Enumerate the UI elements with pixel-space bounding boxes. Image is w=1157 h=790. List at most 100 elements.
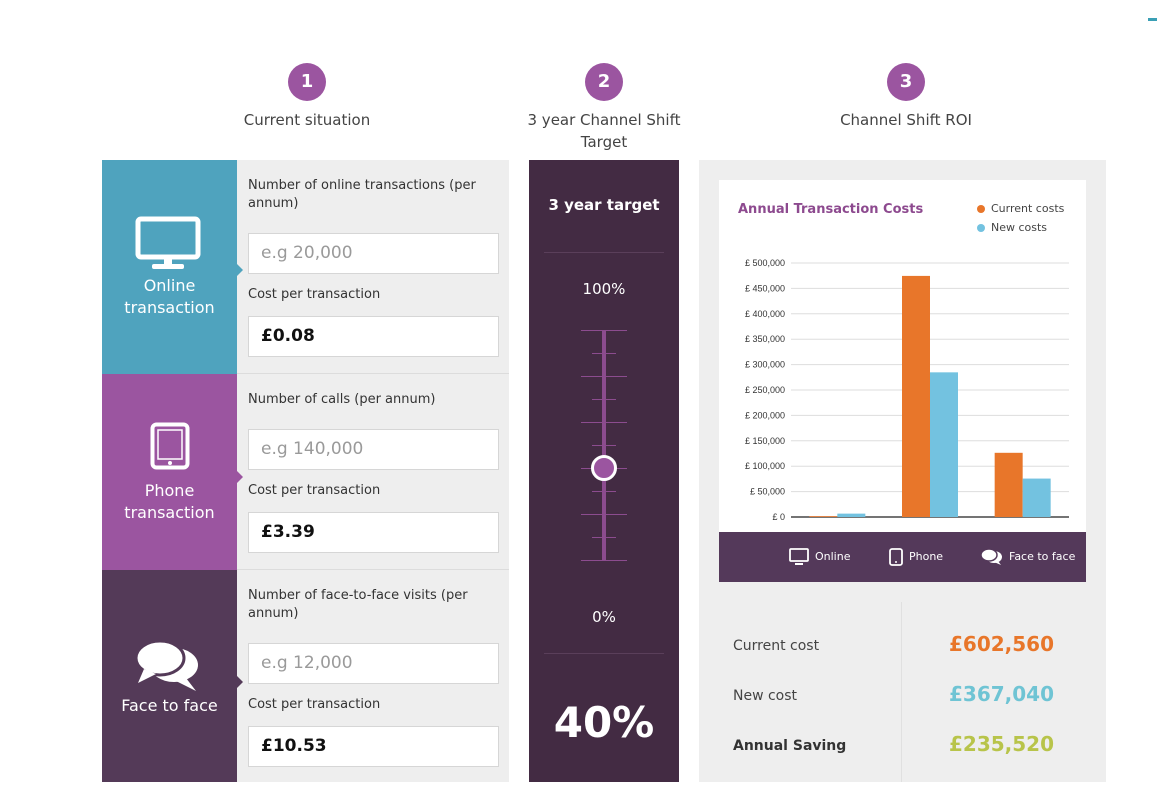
phone-volume-label: Number of calls (per annum) xyxy=(248,392,436,407)
category-face: Face to face xyxy=(980,548,1076,566)
y-tick-label: £ 450,000 xyxy=(745,283,785,293)
step-2-label: 3 year Channel Shift Target xyxy=(527,111,681,151)
target-panel: 3 year target 100% 0% 40% xyxy=(529,160,679,782)
y-tick-label: £ 0 xyxy=(772,512,785,522)
annual-saving-value: £235,520 xyxy=(949,732,1055,756)
target-divider-bottom xyxy=(544,653,664,654)
tablet-icon xyxy=(889,548,903,566)
y-tick-label: £ 200,000 xyxy=(745,410,785,420)
step-3-header: 3 Channel Shift ROI xyxy=(816,63,996,131)
category-phone-label: Phone xyxy=(909,550,944,563)
summary-current-row: Current cost £602,560 xyxy=(699,632,1106,662)
slider-tick xyxy=(581,560,627,561)
annual-saving-label: Annual Saving xyxy=(733,738,847,754)
legend-new-dot xyxy=(977,224,985,232)
online-tile-label-2: transaction xyxy=(124,298,215,317)
summary-divider xyxy=(901,602,902,782)
target-value: 40% xyxy=(553,698,655,747)
phone-row: Phone transaction Number of calls (per a… xyxy=(102,374,509,570)
online-row: Online transaction Number of online tran… xyxy=(102,160,509,374)
speech-bubbles-icon xyxy=(136,639,198,691)
face-pointer xyxy=(237,676,243,688)
category-face-label: Face to face xyxy=(1009,550,1076,563)
face-fields: Number of face-to-face visits (per annum… xyxy=(237,570,509,782)
summary-saving-row: Annual Saving £235,520 xyxy=(699,732,1106,762)
slider-tick xyxy=(592,399,616,400)
face-tile: Face to face xyxy=(102,570,243,782)
online-tile-label-1: Online xyxy=(143,276,196,295)
phone-fields: Number of calls (per annum) e.g 140,000 … xyxy=(237,374,509,570)
slider-tick xyxy=(592,445,616,446)
online-cost-label: Cost per transaction xyxy=(248,287,381,302)
phone-volume-input[interactable]: e.g 140,000 xyxy=(248,429,499,470)
slider-min-label: 0% xyxy=(592,608,616,626)
y-tick-label: £ 150,000 xyxy=(745,436,785,446)
legend-current-dot xyxy=(977,205,985,213)
phone-tile: Phone transaction xyxy=(102,374,243,570)
bar-online-new-costs xyxy=(837,513,866,517)
online-pointer xyxy=(237,264,243,276)
slider-tick xyxy=(581,330,627,331)
y-tick-label: £ 350,000 xyxy=(745,334,785,344)
face-cost-input[interactable]: £10.53 xyxy=(248,726,499,767)
phone-cost-label: Cost per transaction xyxy=(248,483,381,498)
slider-max-label: 100% xyxy=(582,280,626,298)
phone-cost-input[interactable]: £3.39 xyxy=(248,512,499,553)
online-volume-input[interactable]: e.g 20,000 xyxy=(248,233,499,274)
monitor-icon xyxy=(135,216,201,269)
step-1-header: 1 Current situation xyxy=(232,63,382,131)
slider-tick xyxy=(592,491,616,492)
chart-category-bar: Online Phone Face to face xyxy=(719,532,1086,582)
y-tick-label: £ 300,000 xyxy=(745,360,785,370)
step-2-header: 2 3 year Channel Shift Target xyxy=(524,63,684,153)
legend-new: New costs xyxy=(977,221,1064,240)
online-tile: Online transaction xyxy=(102,160,243,374)
slider-handle[interactable] xyxy=(591,455,617,481)
target-divider-top xyxy=(544,252,664,253)
slider-tick xyxy=(581,514,627,515)
roi-summary: Current cost £602,560 New cost £367,040 … xyxy=(699,602,1106,782)
bar-phone-current-costs xyxy=(902,275,930,517)
bar-chart-plot: £ 0 £ 50,000 £ 100,000 £ 150,000 £ 200,000 £ … xyxy=(745,258,1069,522)
corner-mark xyxy=(1148,18,1157,21)
bar-face-to-face-new-costs xyxy=(1022,478,1051,517)
phone-tile-label-2: transaction xyxy=(124,503,215,522)
face-volume-input[interactable]: e.g 12,000 xyxy=(248,643,499,684)
phone-tile-label-1: Phone xyxy=(144,481,195,500)
category-online-label: Online xyxy=(815,550,851,563)
face-volume-label: Number of face-to-face visits (per annum… xyxy=(248,588,468,621)
chart-title: Annual Transaction Costs xyxy=(738,202,924,217)
category-online: Online xyxy=(789,548,850,566)
y-tick-label: £ 400,000 xyxy=(745,309,785,319)
current-cost-label: Current cost xyxy=(733,638,820,654)
chart-legend: Current costs New costs xyxy=(977,202,1064,240)
y-tick-label: £ 50,000 xyxy=(750,487,785,497)
bar-face-to-face-current-costs xyxy=(994,452,1023,517)
target-heading: 3 year target xyxy=(548,196,660,214)
slider-tick xyxy=(581,376,627,377)
step-1-number: 1 xyxy=(288,63,326,101)
step-3-number: 3 xyxy=(887,63,925,101)
legend-new-label: New costs xyxy=(991,221,1048,234)
slider-tick xyxy=(592,353,616,354)
legend-current: Current costs xyxy=(977,202,1064,221)
speech-bubbles-icon xyxy=(980,548,1002,565)
current-cost-value: £602,560 xyxy=(949,632,1055,656)
new-cost-label: New cost xyxy=(733,688,798,704)
category-phone: Phone xyxy=(889,548,943,566)
y-tick-label: £ 100,000 xyxy=(745,461,785,471)
bar-phone-new-costs xyxy=(930,372,958,517)
face-tile-label: Face to face xyxy=(121,696,218,715)
slider-tick xyxy=(592,537,616,538)
slider-tick xyxy=(581,422,627,423)
new-cost-value: £367,040 xyxy=(949,682,1055,706)
roi-panel: Annual Transaction Costs Current costs N… xyxy=(699,160,1106,782)
y-tick-label: £ 500,000 xyxy=(745,258,785,268)
tablet-icon xyxy=(150,422,190,470)
phone-pointer xyxy=(237,471,243,483)
step-1-label: Current situation xyxy=(243,111,371,129)
face-cost-label: Cost per transaction xyxy=(248,697,381,712)
y-tick-label: £ 250,000 xyxy=(745,385,785,395)
online-cost-input[interactable]: £0.08 xyxy=(248,316,499,357)
